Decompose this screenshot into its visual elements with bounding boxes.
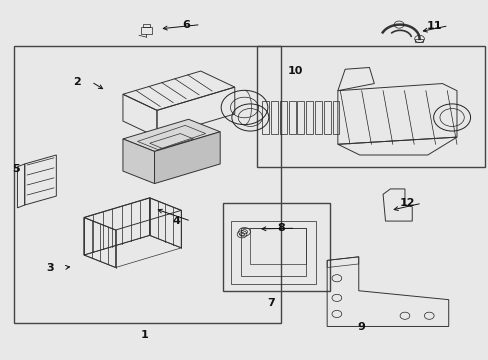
- Bar: [142, 23, 149, 27]
- Bar: [271, 102, 278, 134]
- Text: 9: 9: [357, 322, 365, 332]
- Text: 5: 5: [12, 164, 20, 174]
- Polygon shape: [122, 139, 154, 184]
- Bar: [323, 102, 330, 134]
- Text: 4: 4: [172, 216, 180, 226]
- Bar: [262, 102, 269, 134]
- Bar: [414, 39, 423, 42]
- Text: 1: 1: [141, 330, 148, 341]
- Bar: [297, 102, 304, 134]
- Polygon shape: [122, 119, 220, 152]
- Text: 3: 3: [46, 262, 54, 273]
- Polygon shape: [154, 132, 220, 184]
- Bar: [230, 221, 315, 284]
- Bar: [141, 27, 151, 33]
- Bar: [14, 46, 281, 323]
- Bar: [256, 46, 484, 167]
- Bar: [240, 228, 305, 276]
- Bar: [288, 102, 295, 134]
- Text: 11: 11: [426, 21, 441, 31]
- Text: 12: 12: [399, 198, 414, 208]
- Text: 8: 8: [277, 223, 284, 233]
- Bar: [280, 102, 286, 134]
- Bar: [305, 102, 312, 134]
- Text: 6: 6: [182, 19, 190, 30]
- Text: 7: 7: [267, 298, 275, 308]
- Text: 2: 2: [73, 77, 81, 87]
- Bar: [314, 102, 321, 134]
- Text: 10: 10: [287, 66, 303, 76]
- Bar: [332, 102, 339, 134]
- Bar: [222, 203, 329, 291]
